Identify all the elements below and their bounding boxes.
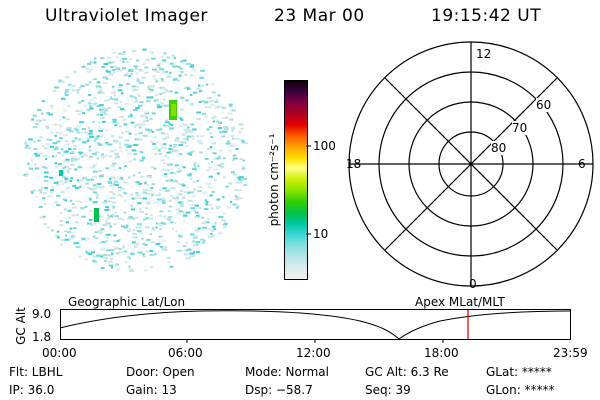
- y-tick-top: 9.0: [32, 307, 52, 321]
- x-tick-4: 23:59: [553, 346, 588, 360]
- status-gain: Gain: 13: [126, 383, 177, 397]
- status-dsp: Dsp: −58.7: [245, 383, 313, 397]
- lat-label-60: 60: [536, 98, 552, 112]
- timeline-left-label: Geographic Lat/Lon: [68, 295, 186, 309]
- mlt-label-12: 12: [476, 47, 492, 61]
- colorbar-tick-10: 10: [313, 227, 329, 241]
- timeline-right-label: Apex MLat/MLT: [415, 295, 505, 309]
- status-filter: Flt: LBHL: [9, 365, 63, 379]
- lat-label-70: 70: [512, 121, 528, 135]
- status-glon: GLon: *****: [486, 383, 555, 397]
- app-title: Ultraviolet Imager: [45, 6, 208, 26]
- status-door: Door: Open: [126, 365, 195, 379]
- y-tick-bottom: 1.8: [32, 330, 52, 344]
- colorbar-gradient: [285, 81, 307, 279]
- timeline-y-axis-label: GC Alt: [14, 307, 28, 345]
- colorbar-ticks: [306, 145, 311, 235]
- polar-grid: [348, 41, 594, 287]
- mlt-label-6: 6: [578, 157, 586, 171]
- time-label: 19:15:42 UT: [431, 6, 542, 26]
- x-tick-1: 06:00: [168, 346, 203, 360]
- status-seq: Seq: 39: [365, 383, 411, 397]
- uv-image-panel: [23, 48, 249, 272]
- timeline-plot: [59, 309, 571, 343]
- status-gc-alt: GC Alt: 6.3 Re: [365, 365, 449, 379]
- colorbar-tick-100: 100: [313, 139, 336, 153]
- x-tick-3: 18:00: [424, 346, 459, 360]
- x-tick-2: 12:00: [296, 346, 331, 360]
- x-tick-0: 00:00: [42, 346, 77, 360]
- colorbar-unit-label: photon cm⁻²s⁻¹: [267, 133, 281, 227]
- uv-image-disk: [23, 48, 249, 272]
- status-mode: Mode: Normal: [245, 365, 329, 379]
- colorbar: [284, 80, 308, 280]
- date-label: 23 Mar 00: [274, 6, 365, 26]
- status-ip: IP: 36.0: [9, 383, 55, 397]
- lat-label-80: 80: [491, 141, 507, 155]
- status-glat: GLat: *****: [486, 365, 552, 379]
- mlt-label-0: 0: [469, 277, 477, 291]
- mlt-label-18: 18: [346, 157, 362, 171]
- altitude-curve: [59, 310, 571, 340]
